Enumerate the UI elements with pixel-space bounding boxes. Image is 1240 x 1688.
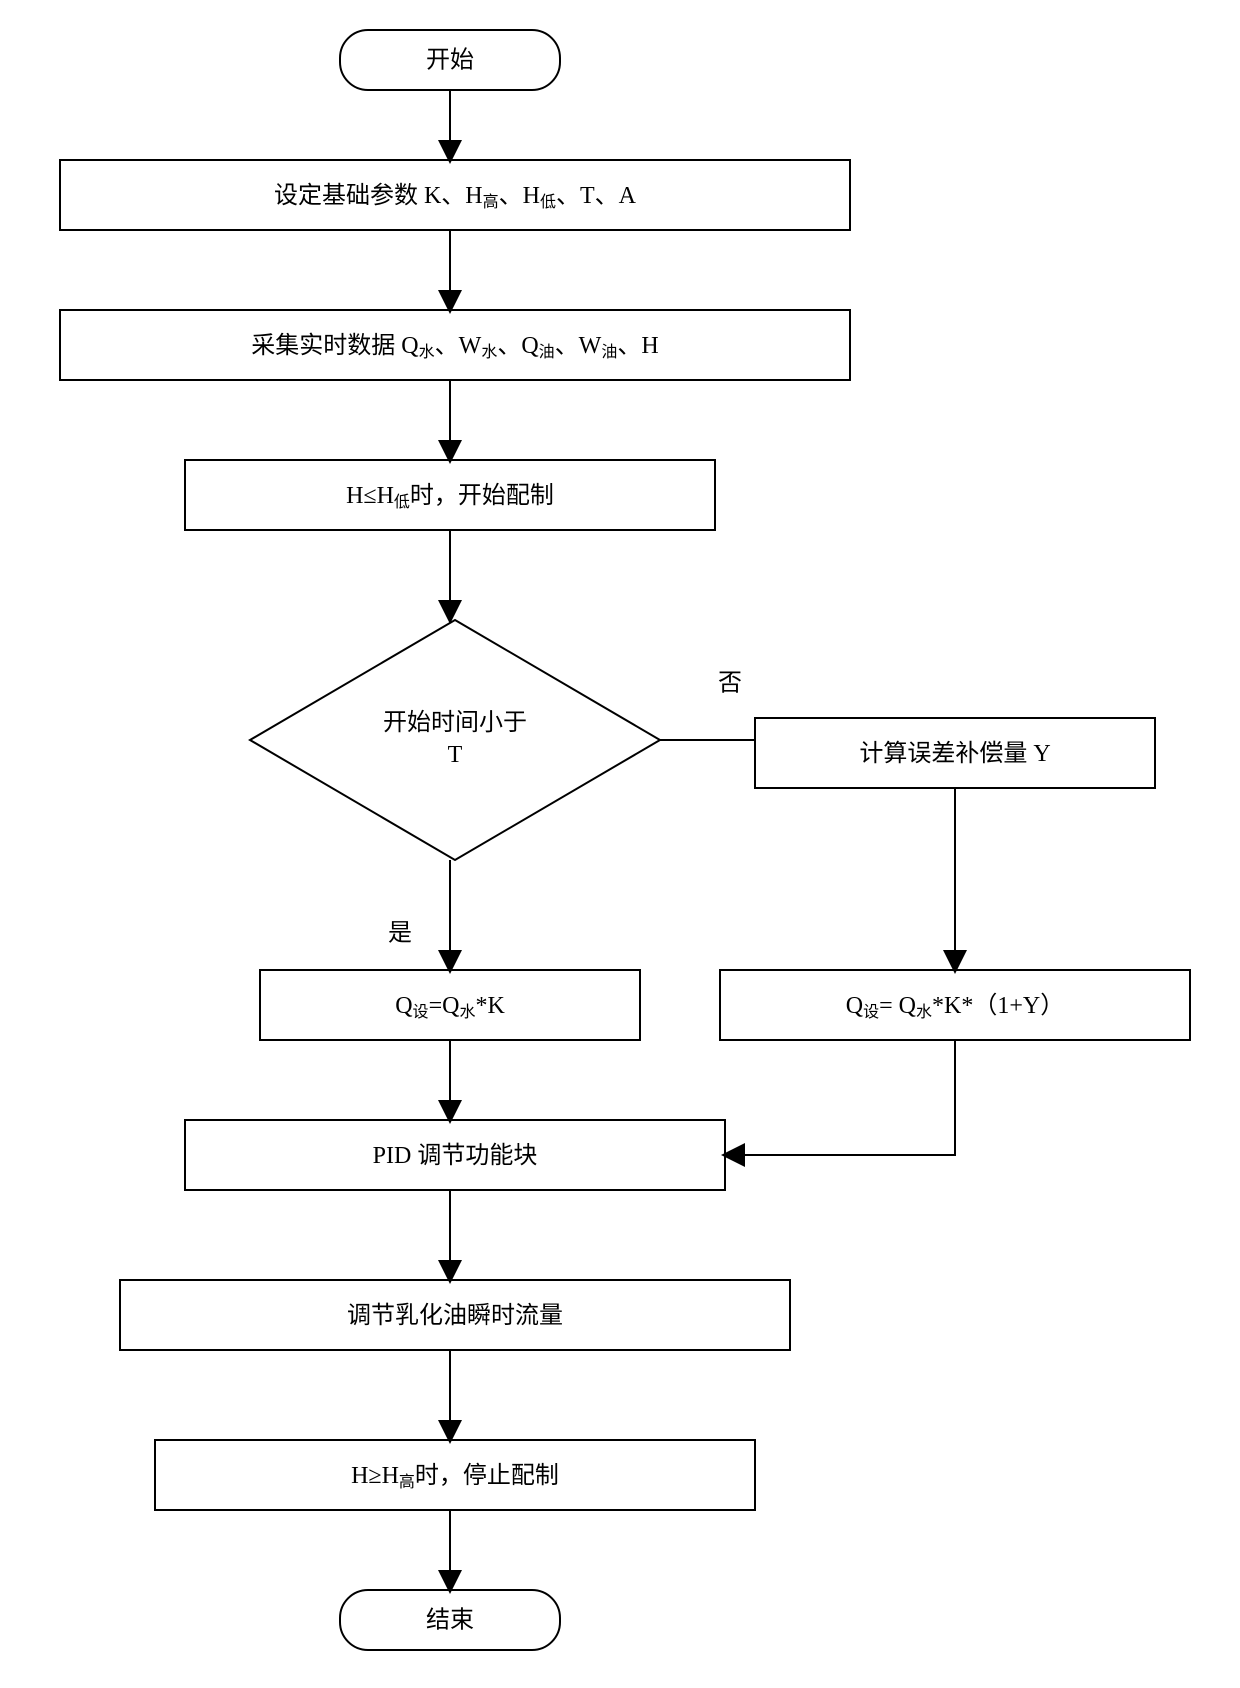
node-decision: 开始时间小于 T	[250, 620, 660, 860]
svg-text:开始: 开始	[426, 47, 474, 74]
svg-text:调节乳化油瞬时流量: 调节乳化油瞬时流量	[347, 1302, 563, 1329]
node-n_stop: H≥H高时，停止配制	[155, 1440, 755, 1510]
node-n1: 设定基础参数 K、H高、H低、T、A	[60, 160, 850, 230]
svg-text:H≤H低时，开始配制: H≤H低时，开始配制	[346, 482, 554, 511]
node-n_yes: Q设=Q水*K	[260, 970, 640, 1040]
node-n3: H≤H低时，开始配制	[185, 460, 715, 530]
svg-text:T: T	[448, 742, 463, 768]
node-start: 开始	[340, 30, 560, 90]
svg-text:Q设=Q水*K: Q设=Q水*K	[395, 993, 505, 1021]
edge-label: 是	[388, 921, 412, 947]
svg-text:Q设= Q水*K*（1+Y）: Q设= Q水*K*（1+Y）	[846, 993, 1064, 1021]
svg-text:H≥H高时，停止配制: H≥H高时，停止配制	[351, 1462, 559, 1491]
svg-text:结束: 结束	[426, 1607, 474, 1634]
svg-text:计算误差补偿量 Y: 计算误差补偿量 Y	[859, 740, 1050, 767]
svg-text:采集实时数据 Q水、W水、Q油、W油、H: 采集实时数据 Q水、W水、Q油、W油、H	[251, 332, 658, 361]
edge-label: 否	[718, 671, 742, 697]
node-n_no: Q设= Q水*K*（1+Y）	[720, 970, 1190, 1040]
node-n2: 采集实时数据 Q水、W水、Q油、W油、H	[60, 310, 850, 380]
svg-text:设定基础参数 K、H高、H低、T、A: 设定基础参数 K、H高、H低、T、A	[274, 182, 637, 211]
flowchart-canvas: 开始设定基础参数 K、H高、H低、T、A 采集实时数据 Q水、W水、Q油、W油、H…	[0, 0, 1240, 1688]
node-end: 结束	[340, 1590, 560, 1650]
node-n_pid: PID 调节功能块	[185, 1120, 725, 1190]
node-n_adj: 调节乳化油瞬时流量	[120, 1280, 790, 1350]
svg-text:开始时间小于: 开始时间小于	[383, 709, 527, 736]
node-n_err: 计算误差补偿量 Y	[755, 718, 1155, 788]
edge-n_no-n_pid	[725, 1040, 955, 1155]
svg-text:PID 调节功能块: PID 调节功能块	[373, 1142, 538, 1169]
